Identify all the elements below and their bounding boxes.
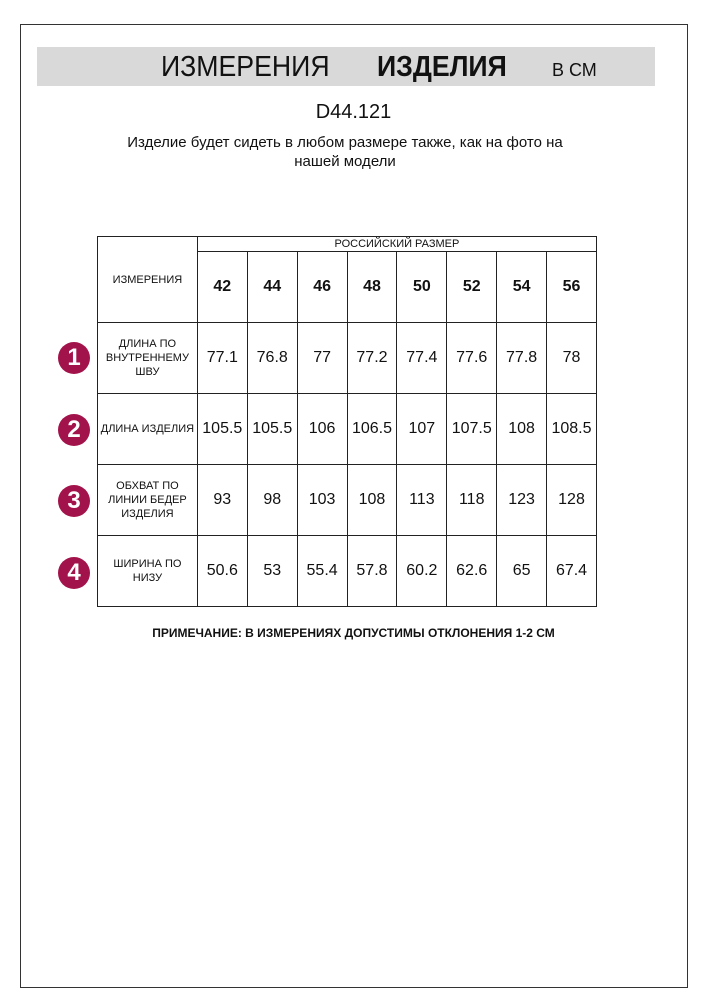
row-number-badge: 4	[58, 556, 90, 589]
measurement-value: 118	[446, 464, 498, 536]
measurement-value: 50.6	[196, 535, 248, 607]
measurement-value: 113	[396, 464, 448, 536]
measurement-value: 98	[246, 464, 298, 536]
measurement-label: ДЛИНА ПО ВНУТРЕННЕМУ ШВУ	[97, 322, 198, 394]
measurement-value: 77	[296, 322, 348, 394]
subtitle: Изделие будет сидеть в любом размере так…	[127, 134, 563, 170]
size-group-header: РОССИЙСКИЙ РАЗМЕР	[196, 236, 598, 252]
title-regular: ИЗМЕРЕНИЯ	[161, 51, 330, 83]
measurement-value: 53	[246, 535, 298, 607]
measurement-value: 65	[496, 535, 548, 607]
measurement-value: 107.5	[446, 393, 498, 465]
table-row: ШИРИНА ПО НИЗУ 50.6 53 55.4 57.8 60.2 62.6 65 67…	[97, 535, 597, 607]
table-row: ОБХВАТ ПО ЛИНИИ БЕДЕР ИЗДЕЛИЯ 93 98 103 108 1…	[97, 464, 597, 536]
note: ПРИМЕЧАНИЕ: В ИЗМЕРЕНИЯХ ДОПУСТИМЫ ОТКЛО…	[152, 626, 555, 640]
measurement-value: 106	[296, 393, 348, 465]
measurement-value: 57.8	[346, 535, 398, 607]
row-number-badge: 1	[58, 342, 90, 374]
measurement-value: 77.1	[196, 322, 248, 394]
title-bold: ИЗДЕЛИЯ	[377, 51, 507, 83]
header-bar	[37, 47, 655, 86]
measurement-value: 123	[496, 464, 548, 536]
size-header: 48	[346, 251, 398, 323]
size-header: 42	[196, 251, 248, 323]
size-header: 46	[296, 251, 348, 323]
table-row: ДЛИНА ПО ВНУТРЕННЕМУ ШВУ 77.1 76.8 77 77.2 77…	[97, 322, 597, 394]
product-code: D44.121	[315, 101, 392, 123]
measurement-label: ДЛИНА ИЗДЕЛИЯ	[97, 393, 198, 465]
measurement-value: 106.5	[346, 393, 398, 465]
row-number-badge: 2	[58, 413, 90, 446]
size-header: 54	[496, 251, 548, 323]
measurement-value: 55.4	[296, 535, 348, 607]
size-table: ИЗМЕРЕНИЯ РОССИЙСКИЙ РАЗМЕР 42 44 46 48 50 52…	[97, 236, 598, 607]
measurement-value: 105.5	[196, 393, 248, 465]
measurement-value: 108	[496, 393, 548, 465]
measurement-value: 103	[296, 464, 348, 536]
measurement-value: 78	[546, 322, 597, 394]
measurement-value: 62.6	[446, 535, 498, 607]
measurement-value: 77.8	[496, 322, 548, 394]
measurement-value: 108.5	[546, 393, 597, 465]
measurement-label: ОБХВАТ ПО ЛИНИИ БЕДЕР ИЗДЕЛИЯ	[97, 464, 198, 536]
size-header: 44	[246, 251, 298, 323]
title-unit: В СМ	[552, 60, 597, 80]
table-row: ДЛИНА ИЗДЕЛИЯ 105.5 105.5 106 106.5 107 107.5 1…	[97, 393, 597, 465]
measurement-value: 60.2	[396, 535, 448, 607]
measurement-value: 76.8	[246, 322, 298, 394]
size-header: 56	[546, 251, 597, 323]
measurement-value: 93	[196, 464, 248, 536]
measurement-value: 67.4	[546, 535, 597, 607]
size-header: 52	[446, 251, 498, 323]
measurement-value: 128	[546, 464, 597, 536]
measurement-value: 108	[346, 464, 398, 536]
measurement-value: 107	[396, 393, 448, 465]
measurement-value: 77.4	[396, 322, 448, 394]
page-frame	[20, 24, 688, 988]
measurement-label: ШИРИНА ПО НИЗУ	[97, 535, 198, 607]
measurement-value: 77.2	[346, 322, 398, 394]
size-header: 50	[396, 251, 448, 323]
measurement-value: 77.6	[446, 322, 498, 394]
row-number-badge: 3	[58, 485, 90, 517]
measurement-value: 105.5	[246, 393, 298, 465]
measurements-header: ИЗМЕРЕНИЯ	[97, 236, 198, 323]
